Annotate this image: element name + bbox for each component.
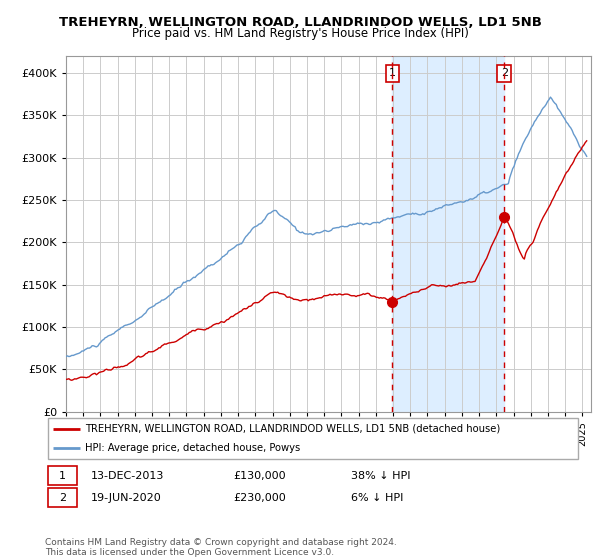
Text: 38% ↓ HPI: 38% ↓ HPI bbox=[351, 470, 410, 480]
FancyBboxPatch shape bbox=[47, 488, 77, 507]
Text: 19-JUN-2020: 19-JUN-2020 bbox=[91, 493, 161, 503]
Text: Price paid vs. HM Land Registry's House Price Index (HPI): Price paid vs. HM Land Registry's House … bbox=[131, 27, 469, 40]
Text: 1: 1 bbox=[59, 470, 66, 480]
Text: 2: 2 bbox=[59, 493, 66, 503]
Text: 6% ↓ HPI: 6% ↓ HPI bbox=[351, 493, 403, 503]
FancyBboxPatch shape bbox=[47, 466, 77, 485]
Text: £130,000: £130,000 bbox=[233, 470, 286, 480]
Text: TREHEYRN, WELLINGTON ROAD, LLANDRINDOD WELLS, LD1 5NB (detached house): TREHEYRN, WELLINGTON ROAD, LLANDRINDOD W… bbox=[85, 424, 500, 434]
Bar bbox=[392, 56, 504, 412]
Text: 2: 2 bbox=[500, 68, 508, 78]
FancyBboxPatch shape bbox=[47, 418, 578, 459]
Text: 13-DEC-2013: 13-DEC-2013 bbox=[91, 470, 164, 480]
Text: Contains HM Land Registry data © Crown copyright and database right 2024.
This d: Contains HM Land Registry data © Crown c… bbox=[45, 538, 397, 557]
Text: 1: 1 bbox=[389, 68, 396, 78]
Text: £230,000: £230,000 bbox=[233, 493, 286, 503]
Text: HPI: Average price, detached house, Powys: HPI: Average price, detached house, Powy… bbox=[85, 443, 301, 453]
Text: TREHEYRN, WELLINGTON ROAD, LLANDRINDOD WELLS, LD1 5NB: TREHEYRN, WELLINGTON ROAD, LLANDRINDOD W… bbox=[59, 16, 541, 29]
